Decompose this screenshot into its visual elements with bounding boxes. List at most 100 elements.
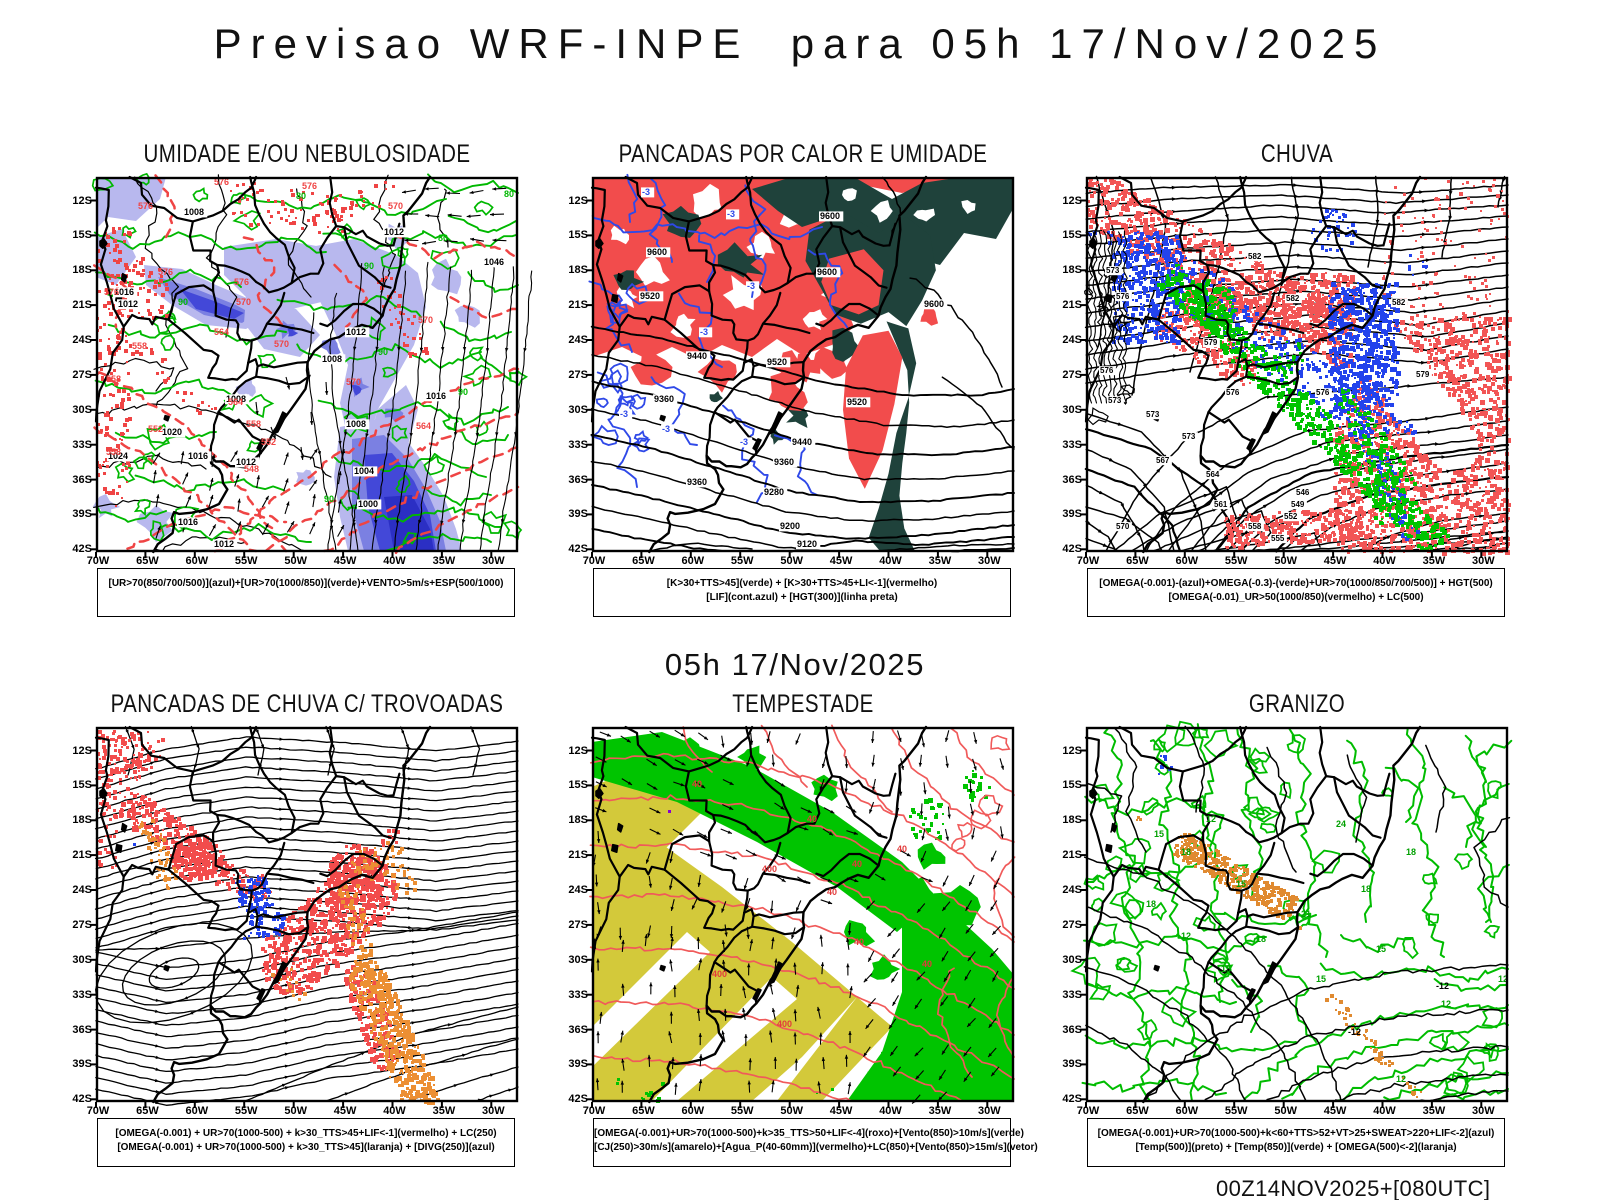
svg-text:90: 90 [458,387,468,397]
svg-text:15: 15 [1221,964,1231,974]
svg-text:1000: 1000 [358,499,378,509]
svg-text:570: 570 [346,377,361,387]
svg-text:9520: 9520 [767,357,787,367]
svg-text:80: 80 [504,189,514,199]
svg-text:-3: -3 [700,327,708,337]
svg-text:12: 12 [1498,974,1508,984]
svg-text:12: 12 [1441,999,1451,1009]
svg-text:579: 579 [1204,338,1218,347]
svg-text:1008: 1008 [184,207,204,217]
svg-text:80: 80 [296,191,306,201]
svg-text:548: 548 [244,464,259,474]
svg-text:558: 558 [246,419,261,429]
svg-text:1020: 1020 [162,427,182,437]
svg-text:1008: 1008 [346,419,366,429]
svg-text:12: 12 [1206,814,1216,824]
svg-text:-12: -12 [1348,1027,1361,1037]
svg-text:561: 561 [1214,500,1228,509]
svg-text:570: 570 [274,339,289,349]
svg-text:576: 576 [104,287,119,297]
svg-text:9440: 9440 [792,437,812,447]
svg-text:1012: 1012 [118,299,138,309]
svg-text:573: 573 [1106,266,1120,275]
svg-text:570: 570 [418,315,433,325]
svg-text:1016: 1016 [114,287,134,297]
svg-text:15: 15 [1316,974,1326,984]
svg-text:552: 552 [1284,512,1298,521]
svg-text:400: 400 [762,864,777,874]
svg-text:558: 558 [132,341,147,351]
svg-text:576: 576 [138,201,153,211]
svg-text:570: 570 [236,297,251,307]
svg-text:1012: 1012 [236,457,256,467]
svg-text:579: 579 [1416,370,1430,379]
svg-text:573: 573 [1146,410,1160,419]
svg-text:576: 576 [302,181,317,191]
svg-text:558: 558 [1248,522,1262,531]
svg-text:573: 573 [1108,396,1122,405]
svg-text:1008: 1008 [226,394,246,404]
svg-text:-3: -3 [740,437,748,447]
svg-text:549: 549 [1291,500,1305,509]
svg-text:9440: 9440 [687,351,707,361]
svg-text:400: 400 [712,969,727,979]
svg-text:552: 552 [148,424,163,434]
svg-text:552: 552 [261,437,276,447]
svg-text:18: 18 [1146,899,1156,909]
svg-text:9600: 9600 [820,211,840,221]
svg-text:546: 546 [1296,488,1310,497]
svg-text:9600: 9600 [924,299,944,309]
svg-text:9360: 9360 [687,477,707,487]
svg-text:1016: 1016 [188,451,208,461]
svg-text:9360: 9360 [654,394,674,404]
svg-text:564: 564 [416,421,431,431]
svg-text:9520: 9520 [640,291,660,301]
svg-text:9600: 9600 [817,267,837,277]
svg-text:1012: 1012 [346,327,366,337]
svg-text:18: 18 [1361,884,1371,894]
svg-text:-3: -3 [642,187,650,197]
svg-text:18: 18 [1181,847,1191,857]
svg-text:-3: -3 [727,209,735,219]
svg-text:40: 40 [854,937,864,947]
svg-text:582: 582 [1286,294,1300,303]
svg-text:570: 570 [1116,522,1130,531]
svg-text:555: 555 [1271,534,1285,543]
svg-text:576: 576 [1226,388,1240,397]
svg-text:570: 570 [388,201,403,211]
svg-text:576: 576 [158,267,173,277]
svg-text:567: 567 [1156,456,1170,465]
svg-text:576: 576 [1116,292,1130,301]
svg-text:564: 564 [1206,470,1220,479]
svg-text:90: 90 [178,297,188,307]
svg-text:-3: -3 [662,424,670,434]
svg-text:9360: 9360 [774,457,794,467]
svg-text:18: 18 [1406,847,1416,857]
svg-text:-3: -3 [620,409,628,419]
svg-text:1016: 1016 [426,391,446,401]
svg-text:40: 40 [897,844,907,854]
svg-text:15: 15 [1236,879,1246,889]
svg-text:1004: 1004 [354,466,374,476]
svg-text:18: 18 [1256,934,1266,944]
svg-text:576: 576 [234,277,249,287]
svg-text:400: 400 [777,1019,792,1029]
svg-text:582: 582 [1392,298,1406,307]
svg-text:558: 558 [106,374,121,384]
svg-text:9120: 9120 [797,539,817,549]
svg-text:9280: 9280 [764,487,784,497]
svg-text:582: 582 [1248,252,1262,261]
svg-text:40: 40 [922,959,932,969]
svg-text:-3: -3 [747,281,755,291]
svg-text:-12: -12 [1436,981,1449,991]
svg-text:1012: 1012 [384,227,404,237]
svg-text:1024: 1024 [108,451,128,461]
svg-text:12: 12 [1181,931,1191,941]
svg-text:90: 90 [364,261,374,271]
svg-text:90: 90 [324,494,334,504]
svg-text:576: 576 [1316,388,1330,397]
svg-text:15: 15 [1154,829,1164,839]
svg-text:1012: 1012 [214,539,234,549]
svg-text:12: 12 [1396,1074,1406,1084]
svg-text:1008: 1008 [322,354,342,364]
